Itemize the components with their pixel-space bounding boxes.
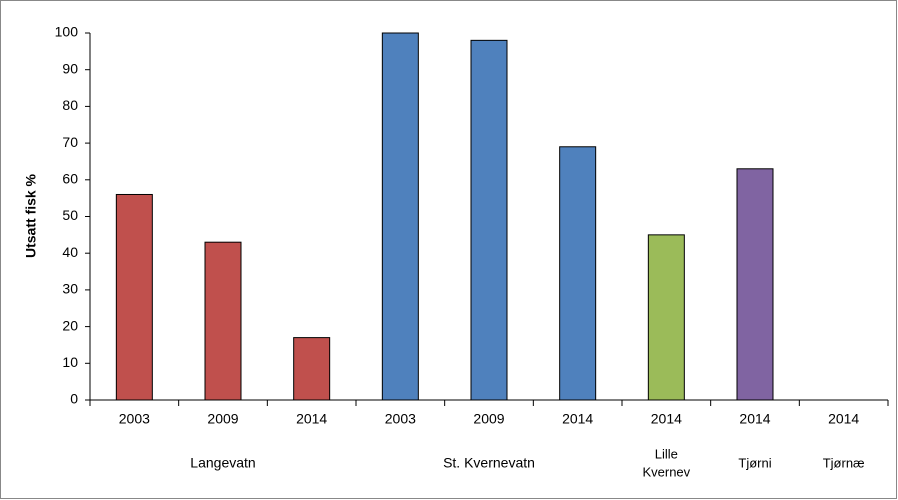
bar [647, 234, 685, 401]
y-tick-label: 90 [62, 60, 78, 76]
bar [293, 337, 331, 401]
x-tick-label: 2014 [562, 411, 593, 427]
x-tick-label: 2003 [119, 411, 150, 427]
y-tick-label: 20 [62, 317, 78, 333]
y-tick-label: 60 [62, 171, 78, 187]
x-tick-label: 2009 [473, 411, 504, 427]
y-tick-label: 100 [55, 24, 79, 40]
x-tick-label: 2014 [651, 411, 682, 427]
y-tick-label: 10 [62, 354, 78, 370]
x-tick-label: 2003 [385, 411, 416, 427]
x-tick-label: 2014 [739, 411, 770, 427]
y-tick-label: 0 [70, 391, 78, 407]
group-label: Kvernev [642, 464, 690, 479]
y-axis-label: Utsatt fisk % [23, 173, 39, 258]
bar [470, 39, 508, 401]
x-tick-label: 2009 [207, 411, 238, 427]
x-tick-label: 2014 [828, 411, 859, 427]
bar [381, 32, 419, 401]
y-tick-label: 50 [62, 207, 78, 223]
bar [559, 146, 597, 401]
bar [736, 168, 774, 401]
group-label: Lille [655, 446, 678, 461]
bar [204, 241, 242, 401]
y-tick-label: 80 [62, 97, 78, 113]
group-label: Langevatn [190, 455, 255, 471]
group-label: Tjørni [738, 455, 771, 470]
y-tick-label: 70 [62, 134, 78, 150]
y-tick-label: 30 [62, 281, 78, 297]
x-tick-label: 2014 [296, 411, 327, 427]
bar [115, 193, 153, 401]
y-tick-label: 40 [62, 244, 78, 260]
group-label: Tjørnæ [823, 455, 865, 470]
group-label: St. Kvernevatn [443, 455, 535, 471]
